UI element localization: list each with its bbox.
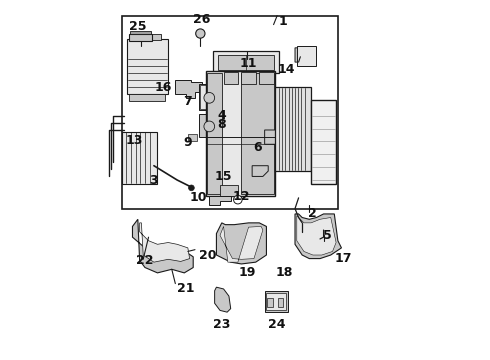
Polygon shape [252, 166, 268, 176]
Bar [198, 114, 220, 137]
Circle shape [204, 121, 215, 132]
Bar [122, 16, 338, 208]
Bar [259, 72, 273, 84]
Bar [198, 84, 220, 111]
Text: 17: 17 [335, 252, 352, 265]
Bar [213, 51, 279, 73]
Polygon shape [215, 287, 231, 312]
Text: 10: 10 [190, 192, 207, 204]
Polygon shape [175, 80, 202, 98]
Text: 16: 16 [154, 81, 171, 94]
Text: 9: 9 [184, 136, 192, 149]
Text: 5: 5 [323, 229, 332, 242]
Circle shape [189, 185, 194, 191]
Text: 22: 22 [136, 254, 154, 267]
Bar [131, 33, 140, 40]
Bar [267, 298, 272, 307]
Bar [122, 132, 157, 184]
Polygon shape [265, 130, 281, 144]
Text: 14: 14 [277, 63, 295, 76]
Polygon shape [295, 214, 342, 258]
Bar [278, 298, 283, 307]
Text: 11: 11 [240, 57, 257, 71]
Text: 13: 13 [125, 134, 143, 147]
Text: 7: 7 [183, 95, 192, 108]
Polygon shape [295, 48, 317, 62]
Bar [188, 134, 197, 141]
Polygon shape [217, 223, 267, 264]
Text: 25: 25 [129, 20, 147, 33]
Circle shape [196, 29, 205, 38]
Polygon shape [220, 226, 263, 262]
Bar [267, 293, 286, 310]
Text: 20: 20 [199, 248, 216, 261]
Bar [200, 85, 218, 109]
Text: 2: 2 [309, 207, 317, 220]
Bar [129, 94, 165, 102]
Bar [311, 100, 336, 184]
Bar [127, 39, 168, 94]
Text: 18: 18 [275, 266, 293, 279]
Text: 1: 1 [278, 14, 287, 27]
Polygon shape [140, 223, 190, 262]
Bar [220, 185, 238, 196]
Bar [242, 73, 273, 194]
Bar [242, 72, 256, 84]
Text: 24: 24 [269, 318, 286, 331]
Text: 19: 19 [238, 266, 255, 279]
Bar [265, 291, 288, 312]
Circle shape [204, 93, 215, 103]
Bar [129, 33, 152, 41]
Text: 23: 23 [213, 318, 230, 331]
Text: 26: 26 [194, 13, 211, 26]
Bar [152, 33, 161, 40]
Text: 8: 8 [218, 118, 226, 131]
Bar [142, 33, 150, 40]
Circle shape [234, 195, 242, 204]
Text: 15: 15 [215, 170, 232, 183]
Polygon shape [209, 196, 231, 205]
Bar [206, 71, 275, 196]
Polygon shape [132, 219, 193, 273]
Polygon shape [297, 216, 336, 255]
Bar [297, 46, 317, 66]
Text: 4: 4 [218, 109, 226, 122]
Text: 3: 3 [149, 174, 158, 186]
Text: 6: 6 [253, 141, 262, 154]
Text: 12: 12 [233, 190, 250, 203]
Bar [218, 55, 273, 70]
Text: 21: 21 [177, 283, 195, 296]
Bar [130, 31, 151, 34]
Bar [207, 73, 222, 194]
Bar [275, 87, 311, 171]
Bar [223, 72, 238, 84]
